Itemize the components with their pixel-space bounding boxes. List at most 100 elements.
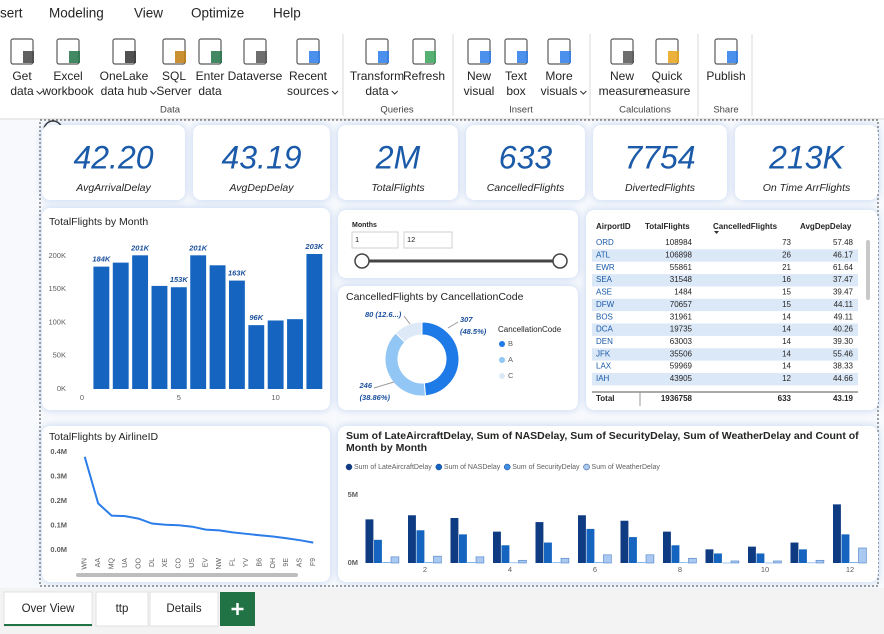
bar	[714, 553, 722, 563]
table-cell: 39.30	[833, 337, 854, 346]
table-cell: 15	[782, 288, 791, 297]
bar	[382, 562, 391, 563]
tab-bg	[95, 591, 149, 627]
line	[83, 456, 314, 544]
column-header: AvgDepDelay	[800, 222, 852, 231]
bar	[841, 534, 850, 563]
button-icon-accent	[517, 51, 528, 63]
button-label: New	[610, 69, 634, 83]
legend-label: Sum of WeatherDelay	[592, 464, 661, 471]
x-tick-label: NW	[216, 558, 223, 570]
ribbon-tab: Modeling	[49, 6, 104, 21]
bar	[190, 255, 207, 389]
table-cell: 59969	[670, 362, 693, 371]
bar	[799, 549, 807, 563]
bar	[450, 518, 459, 563]
table-cell: 73	[782, 238, 791, 247]
kpi-card	[735, 125, 878, 200]
kpi-label: AvgArrivalDelay	[75, 182, 151, 194]
page-tab[interactable]: Details	[149, 591, 219, 627]
row-label: LAX	[596, 362, 612, 371]
button-icon-accent	[125, 51, 136, 63]
ribbon-button[interactable]: Dataverse	[228, 38, 283, 83]
kpi-label: On Time ArrFlights	[763, 182, 851, 194]
button-icon-accent	[211, 51, 222, 63]
row-label: BOS	[596, 312, 613, 321]
x-tick-label: 0	[80, 393, 84, 402]
chart-title: TotalFlights by AirlineID	[49, 431, 159, 443]
page-tab[interactable]: Over View	[3, 591, 93, 627]
button-label: workbook	[41, 84, 94, 98]
button-icon-accent	[175, 51, 186, 63]
x-tick-label: DL	[149, 558, 156, 567]
row-stripe	[592, 274, 858, 287]
ribbon-tab: Help	[273, 6, 301, 21]
legend-marker	[499, 357, 505, 363]
kpi-value: 43.19	[221, 139, 301, 175]
y-tick-label: 0.4M	[50, 447, 67, 456]
scrollbar[interactable]	[76, 573, 298, 577]
button-label: data	[10, 84, 34, 98]
button-label: Get	[12, 69, 32, 83]
kpi-label: TotalFlights	[371, 182, 425, 194]
table-cell: 12	[782, 374, 791, 383]
legend-marker	[499, 341, 505, 347]
row-label: DFW	[596, 300, 615, 309]
bar	[510, 562, 518, 564]
y-tick-label: 0M	[348, 558, 358, 567]
ribbon-button[interactable]: Publish	[706, 38, 746, 83]
page-tab[interactable]: ttp	[95, 591, 149, 627]
slider-handle[interactable]	[552, 253, 568, 269]
leader-line	[373, 381, 395, 389]
ribbon-tab: View	[134, 6, 163, 21]
table-cell: 70657	[670, 300, 693, 309]
leader-line	[447, 321, 459, 329]
button-icon-accent	[425, 51, 436, 63]
slider-handle[interactable]	[354, 253, 370, 269]
bar	[518, 559, 527, 564]
legend-label: B	[508, 339, 513, 348]
scrollbar[interactable]	[866, 240, 870, 300]
tab-bg	[3, 591, 93, 627]
ribbon-button[interactable]: Refresh	[403, 38, 445, 83]
bar	[629, 537, 637, 563]
chart-panel	[338, 426, 878, 582]
row-label: DEN	[596, 337, 613, 346]
bar	[748, 546, 756, 563]
slicer-input[interactable]	[403, 231, 453, 249]
button-label: visual	[464, 84, 495, 98]
bar	[267, 320, 284, 389]
button-label: data hub	[101, 84, 148, 98]
data-label: 80 (12.6...)	[365, 310, 402, 319]
y-tick-label: 50K	[53, 351, 66, 360]
table-cell: 61.64	[833, 263, 854, 272]
dropdown-chevron	[150, 90, 157, 95]
y-tick-label: 0.2M	[50, 496, 67, 505]
button-label: Recent	[289, 69, 328, 83]
row-stripe	[592, 249, 858, 262]
slicer-to: 12	[407, 235, 415, 244]
bar	[390, 556, 400, 564]
bar	[408, 515, 416, 563]
table-cell: 14	[782, 362, 791, 371]
add-page-button[interactable]	[220, 592, 255, 626]
table-cell: 63003	[670, 337, 693, 346]
button-label: measure	[644, 84, 691, 98]
bar	[416, 530, 425, 563]
bar	[815, 559, 825, 564]
button-icon-accent	[623, 51, 634, 63]
slicer-input[interactable]	[351, 231, 399, 249]
